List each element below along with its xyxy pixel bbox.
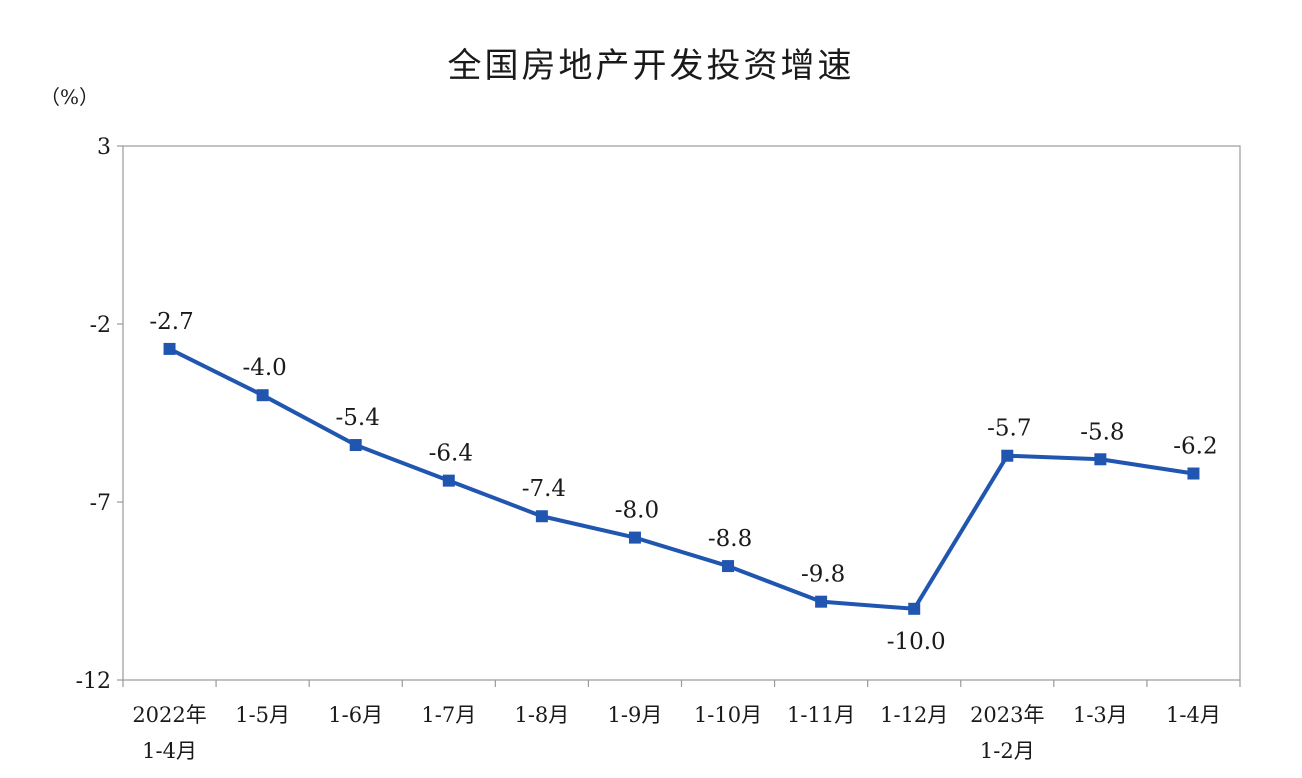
y-tick-label: -2 — [90, 313, 111, 338]
data-label: -4.0 — [242, 355, 286, 381]
data-label: -6.4 — [429, 441, 473, 467]
data-point-marker — [442, 474, 455, 487]
data-label: -8.8 — [708, 526, 752, 552]
y-tick-label: 3 — [97, 135, 111, 160]
data-label: -7.4 — [522, 476, 566, 502]
data-label: -6.2 — [1173, 434, 1217, 460]
x-tick-label: 1-3月 — [1073, 703, 1128, 727]
data-point-marker — [815, 595, 828, 608]
plot-frame — [122, 145, 1241, 681]
x-tick-label: 1-12月 — [880, 703, 948, 727]
x-tick-label: 1-6月 — [328, 703, 383, 727]
x-tick-label: 1-2月 — [980, 739, 1035, 763]
x-tick-label: 2023年 — [970, 703, 1044, 727]
series — [163, 342, 1200, 615]
x-tick-label: 1-4月 — [142, 739, 197, 763]
data-label: -5.8 — [1080, 419, 1124, 445]
x-tick-label: 1-8月 — [514, 703, 569, 727]
y-tick-labels: 3 -2 -7 -12 — [76, 135, 123, 694]
data-label: -8.0 — [615, 498, 659, 524]
data-label: -5.7 — [987, 416, 1031, 442]
data-label: -10.0 — [887, 629, 946, 655]
series-line — [168, 347, 1194, 611]
data-label: -9.8 — [801, 562, 845, 588]
data-point-marker — [1094, 453, 1107, 466]
y-tick-label: -7 — [90, 491, 111, 516]
axes — [122, 145, 1241, 687]
data-label: -2.7 — [149, 309, 193, 335]
data-point-marker — [908, 602, 921, 615]
data-label: -5.4 — [336, 405, 380, 431]
data-point-marker — [1001, 449, 1014, 462]
x-tick-label: 1-7月 — [421, 703, 476, 727]
data-point-marker — [628, 531, 641, 544]
data-labels: -2.7 -4.0 -5.4 -6.4 -7.4 -8.0 -8.8 -9.8 -10.0 -5.… — [149, 309, 1217, 655]
x-tick-label: 1-4月 — [1166, 703, 1221, 727]
x-tick-label: 1-11月 — [787, 703, 855, 727]
x-tick-labels: 2022年 1-4月 1-5月 1-6月 1-7月 1-8月 1-9月 1-10月 1-11月 1… — [132, 703, 1221, 763]
data-point-marker — [722, 560, 735, 573]
data-point-marker — [1187, 467, 1200, 480]
data-point-marker — [535, 510, 548, 523]
data-point-marker — [349, 439, 362, 452]
x-tick-label: 1-10月 — [694, 703, 762, 727]
x-tick-label: 1-9月 — [608, 703, 663, 727]
chart-title: 全国房地产开发投资增速 — [447, 46, 855, 86]
data-point-marker — [163, 342, 176, 355]
x-tick-label: 1-5月 — [235, 703, 290, 727]
x-tick-label: 2022年 — [132, 703, 206, 727]
y-axis-unit-label: （%） — [40, 85, 99, 109]
data-point-marker — [256, 389, 269, 402]
y-tick-label: -12 — [76, 669, 111, 694]
